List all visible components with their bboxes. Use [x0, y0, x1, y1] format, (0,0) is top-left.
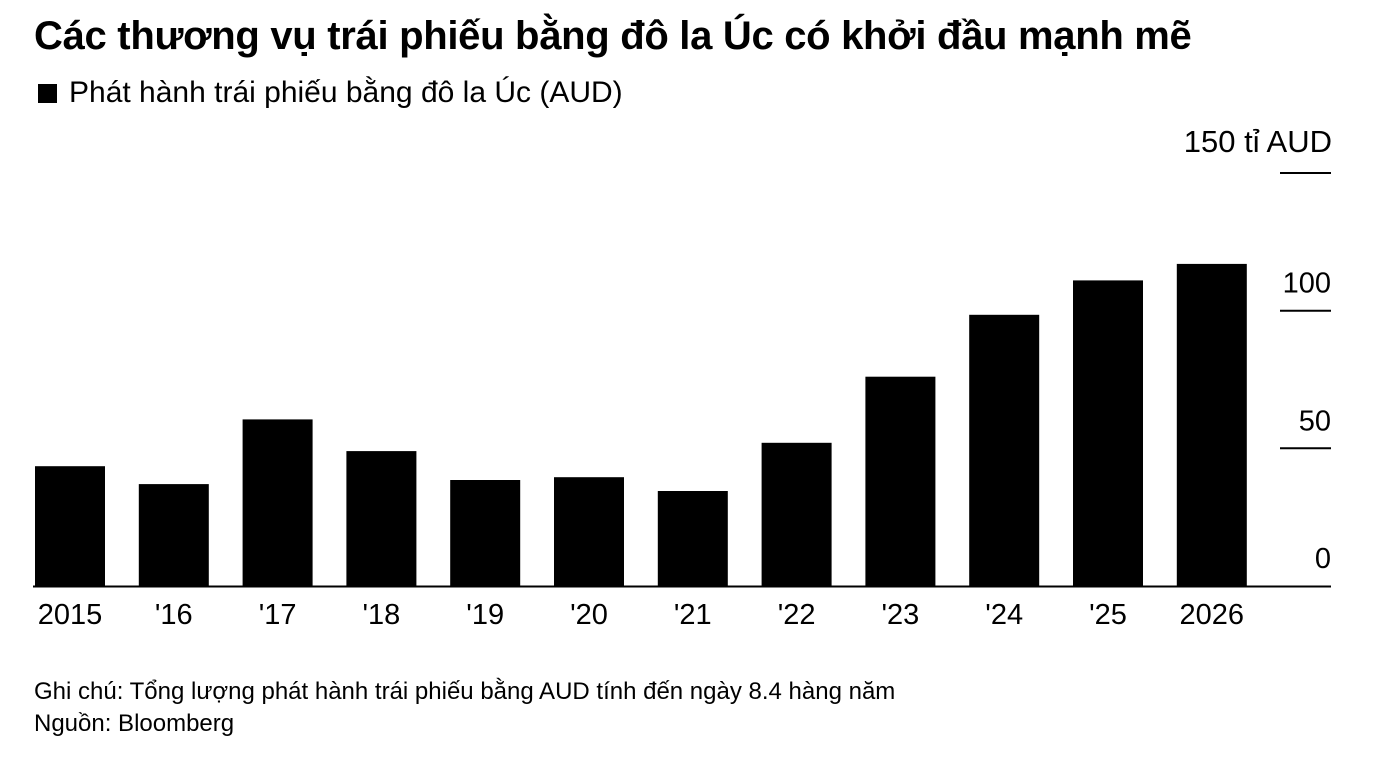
bar: [554, 477, 624, 586]
x-tick-label: 2026: [1180, 599, 1245, 631]
bar: [865, 376, 936, 586]
bar: [242, 419, 313, 586]
chart-source: Nguồn: Bloomberg: [34, 710, 235, 737]
y-tick-label: 0: [1315, 543, 1331, 575]
x-tick-label: '20: [570, 599, 608, 631]
bar: [761, 442, 832, 586]
legend-label: Phát hành trái phiếu bằng đô la Úc (AUD): [69, 76, 623, 109]
bar: [657, 491, 728, 586]
bar: [1176, 263, 1247, 586]
bar: [450, 480, 521, 586]
bar-chart: 0 50 100 2015 '16 '17 '18 '19 '20 '21 '22 '23 '24 '25…: [33, 172, 1331, 631]
bar: [1073, 280, 1143, 586]
x-tick-label: '19: [466, 599, 504, 631]
legend-swatch: [38, 83, 57, 103]
x-tick-label: '25: [1089, 599, 1127, 631]
x-tick-label: '21: [674, 599, 712, 631]
y-tick-label: 50: [1299, 405, 1331, 437]
x-tick-label: '18: [363, 599, 401, 631]
bar: [969, 314, 1040, 586]
x-tick-label: '22: [778, 599, 816, 631]
bar: [35, 466, 105, 586]
x-tick-label: 2015: [38, 599, 103, 631]
x-tick-label: '24: [985, 599, 1023, 631]
bar: [138, 484, 209, 586]
legend: Phát hành trái phiếu bằng đô la Úc (AUD): [38, 76, 623, 110]
x-tick-label: '23: [882, 599, 920, 631]
y-tick-label: 100: [1283, 268, 1331, 300]
y-axis-unit-label: 150 tỉ AUD: [1183, 124, 1332, 159]
x-tick-label: '16: [155, 599, 193, 631]
chart-note: Ghi chú: Tổng lượng phát hành trái phiếu…: [34, 678, 896, 705]
chart-title: Các thương vụ trái phiếu bằng đô la Úc c…: [34, 14, 1192, 58]
bar: [346, 451, 417, 586]
x-tick-label: '17: [259, 599, 297, 631]
